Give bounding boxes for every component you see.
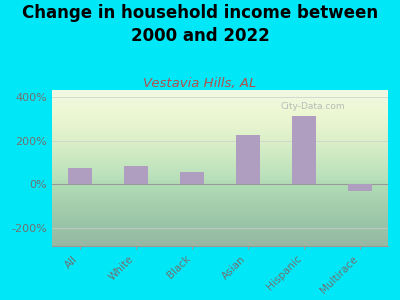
Bar [236, 135, 260, 184]
Bar [292, 116, 316, 184]
Text: City-Data.com: City-Data.com [280, 103, 345, 112]
Bar [68, 168, 92, 184]
Bar [180, 172, 204, 184]
Text: Vestavia Hills, AL: Vestavia Hills, AL [143, 76, 257, 89]
Bar [348, 184, 372, 191]
Text: Change in household income between
2000 and 2022: Change in household income between 2000 … [22, 4, 378, 45]
Bar [124, 166, 148, 184]
